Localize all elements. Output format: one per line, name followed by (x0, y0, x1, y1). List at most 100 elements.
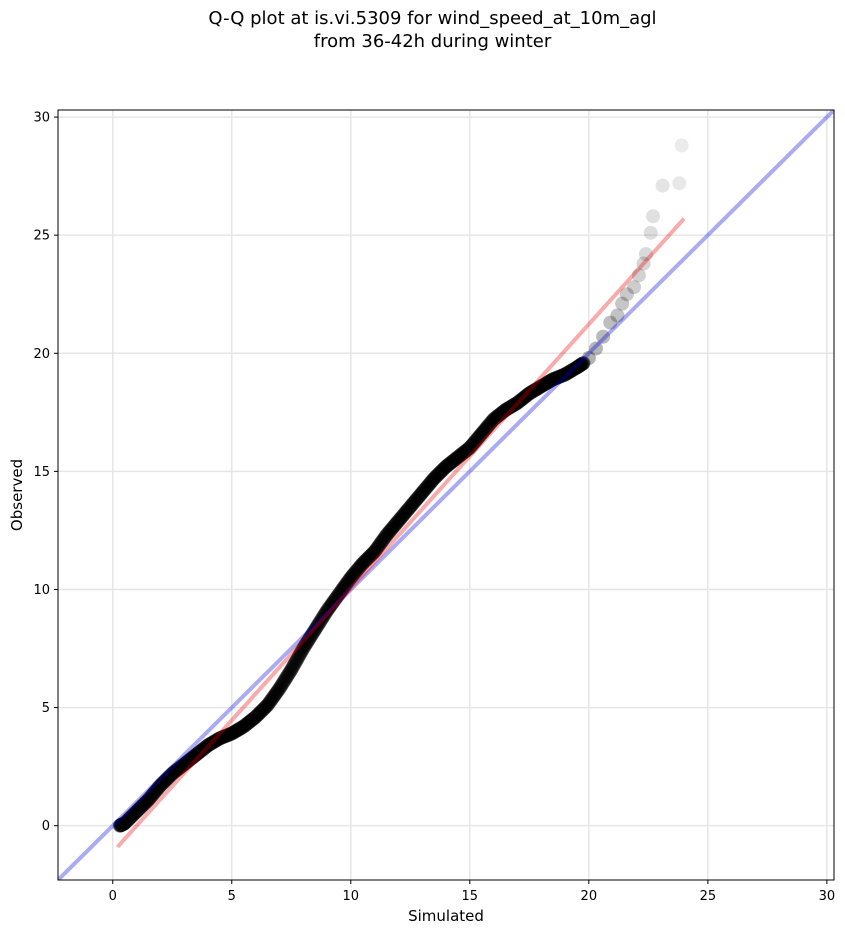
qq-point (370, 541, 385, 556)
qq-point (570, 360, 585, 375)
qq-point (286, 658, 301, 673)
qq-point (211, 732, 226, 747)
qq-point (284, 662, 299, 677)
qq-point (500, 401, 515, 416)
qq-point (470, 431, 485, 446)
qq-point (297, 640, 312, 655)
qq-point (381, 526, 396, 541)
qq-point (350, 562, 365, 577)
qq-tail-point (603, 315, 618, 330)
qq-point (216, 729, 231, 744)
qq-point (479, 420, 494, 435)
qq-point (543, 373, 558, 388)
qq-point (410, 490, 425, 505)
qq-point (550, 370, 565, 385)
qq-point (416, 484, 431, 499)
identity-line (58, 110, 834, 880)
qq-tail-point (636, 256, 651, 271)
qq-point (347, 566, 362, 581)
qq-point (236, 719, 251, 734)
qq-point (171, 761, 186, 776)
qq-point (132, 801, 147, 816)
qq-point (144, 789, 159, 804)
qq-point (411, 489, 426, 504)
qq-point (166, 765, 181, 780)
qq-point (432, 466, 447, 481)
qq-point (212, 731, 227, 746)
qq-point (257, 701, 272, 716)
qq-point (153, 778, 168, 793)
qq-point (248, 710, 263, 725)
qq-point (456, 446, 471, 461)
qq-point (474, 426, 489, 441)
qq-point (541, 375, 556, 390)
qq-point (393, 510, 408, 525)
qq-point (199, 739, 214, 754)
qq-point (140, 793, 155, 808)
qq-point (529, 381, 544, 396)
qq-point (490, 409, 505, 424)
qq-tail-point (638, 247, 653, 262)
plot-frame (57, 109, 835, 881)
qq-point (336, 580, 351, 595)
qq-point (404, 497, 419, 512)
qq-point (473, 427, 488, 442)
qq-point (390, 514, 405, 529)
qq-point (275, 676, 290, 691)
qq-point (370, 539, 385, 554)
qq-point (234, 720, 249, 735)
qq-point (240, 716, 255, 731)
qq-point (198, 740, 213, 755)
chart-title: Q-Q plot at is.vi.5309 for wind_speed_at… (208, 8, 657, 29)
qq-point (251, 707, 266, 722)
qq-point (493, 407, 508, 422)
qq-point (465, 437, 480, 452)
qq-point (399, 503, 414, 518)
qq-point (428, 469, 443, 484)
qq-point (243, 714, 258, 729)
qq-point (181, 753, 196, 768)
qq-tail-point (596, 329, 611, 344)
qq-point (568, 361, 583, 376)
qq-tail-point (581, 351, 596, 366)
qq-tail-point (615, 296, 630, 311)
qq-point (325, 596, 340, 611)
qq-point (415, 485, 430, 500)
qq-point (495, 404, 510, 419)
y-tick-label: 5 (42, 701, 50, 716)
qq-point (323, 599, 338, 614)
qq-point (166, 766, 181, 781)
qq-point (458, 444, 473, 459)
qq-point (442, 456, 457, 471)
qq-point (210, 732, 225, 747)
qq-point (363, 548, 378, 563)
qq-point (315, 610, 330, 625)
qq-point (555, 368, 570, 383)
qq-point (185, 750, 200, 765)
qq-point (454, 447, 469, 462)
qq-point (150, 781, 165, 796)
qq-point (188, 748, 203, 763)
qq-point (397, 506, 412, 521)
qq-point (527, 383, 542, 398)
x-tick-label: 5 (228, 889, 236, 904)
qq-point (418, 481, 433, 496)
qq-point (116, 816, 131, 831)
qq-point (289, 653, 304, 668)
qq-point (116, 816, 131, 831)
qq-point (535, 378, 550, 393)
qq-point (308, 622, 323, 637)
qq-point (208, 733, 223, 748)
x-tick-label: 15 (462, 889, 479, 904)
qq-point (369, 542, 384, 557)
qq-point (148, 784, 163, 799)
qq-point (219, 728, 234, 743)
qq-point (331, 587, 346, 602)
qq-point (206, 734, 221, 749)
qq-point (468, 433, 483, 448)
qq-point (403, 499, 418, 514)
qq-point (184, 751, 199, 766)
qq-tail-point (643, 225, 658, 240)
qq-point (253, 704, 268, 719)
qq-point (394, 509, 409, 524)
